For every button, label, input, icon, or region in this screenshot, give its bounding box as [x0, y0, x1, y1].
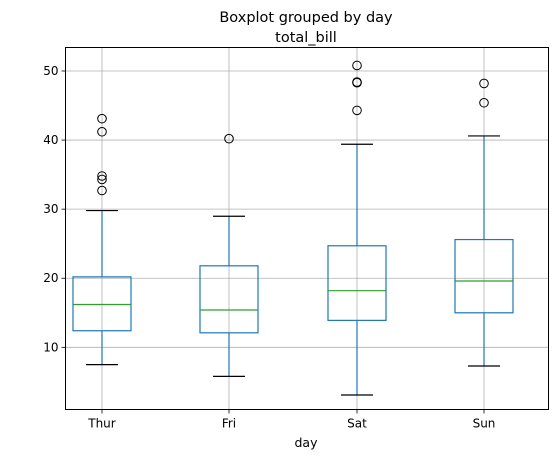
box-group-sun — [454, 78, 514, 367]
y-tick-label-50: 50 — [43, 64, 58, 78]
outlier-point-sat-4 — [352, 60, 362, 71]
y-tick-label-10: 10 — [43, 340, 58, 354]
grid-layer — [65, 47, 549, 410]
outlier-point-sat-1 — [352, 105, 362, 116]
box-group-sat — [327, 60, 387, 396]
outlier-point-sun-2 — [479, 78, 489, 89]
outlier-point-sun-1 — [479, 97, 489, 108]
tick-layer: Thur Fri Sat Sun 10 20 30 40 50 — [43, 64, 495, 431]
box-group-fri — [199, 133, 259, 377]
outlier-point-thur-2 — [97, 174, 107, 185]
y-tick-label-40: 40 — [43, 133, 58, 147]
outlier-point-thur-1 — [97, 185, 107, 196]
outlier-point-fri-1 — [224, 133, 234, 144]
iqr-box-sat — [327, 245, 387, 321]
x-tick-label-sat: Sat — [347, 417, 367, 431]
chart-subtitle: total_bill — [275, 30, 337, 46]
y-tick-label-20: 20 — [43, 271, 58, 285]
outlier-point-thur-4 — [97, 126, 107, 137]
x-axis-label: day — [295, 435, 319, 450]
box-group-thur — [72, 113, 132, 366]
outlier-point-thur-5 — [97, 113, 107, 124]
x-tick-label-fri: Fri — [222, 417, 236, 431]
iqr-box-sun — [454, 238, 514, 314]
iqr-box-fri — [199, 265, 259, 334]
outlier-point-sat-3 — [352, 77, 362, 87]
plot-frame — [65, 47, 549, 410]
x-tick-label-thur: Thur — [87, 417, 116, 431]
chart-title: Boxplot grouped by day — [219, 10, 393, 26]
outlier-point-thur-3 — [97, 171, 107, 181]
x-tick-label-sun: Sun — [473, 417, 496, 431]
y-tick-label-30: 30 — [43, 202, 58, 216]
iqr-box-thur — [72, 276, 132, 332]
box-layer — [72, 60, 514, 396]
